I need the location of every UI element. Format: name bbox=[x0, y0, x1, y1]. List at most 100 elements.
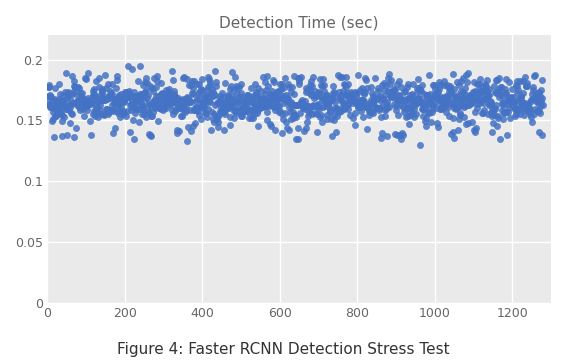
Point bbox=[270, 104, 279, 110]
Point bbox=[322, 116, 331, 122]
Point bbox=[303, 119, 312, 125]
Point bbox=[142, 87, 151, 93]
Point bbox=[62, 132, 71, 138]
Point bbox=[163, 88, 172, 94]
Point bbox=[95, 84, 104, 90]
Point bbox=[86, 99, 95, 104]
Point bbox=[363, 104, 372, 110]
Point bbox=[153, 101, 162, 107]
Point bbox=[518, 101, 528, 107]
Point bbox=[466, 92, 475, 98]
Point bbox=[386, 94, 395, 99]
Point bbox=[423, 95, 432, 101]
Point bbox=[88, 111, 97, 116]
Point bbox=[71, 125, 80, 131]
Point bbox=[471, 125, 481, 131]
Point bbox=[444, 114, 453, 119]
Point bbox=[351, 93, 361, 99]
Point bbox=[127, 104, 136, 110]
Point bbox=[196, 104, 205, 110]
Point bbox=[94, 110, 103, 115]
Point bbox=[89, 92, 98, 98]
Point bbox=[267, 123, 276, 129]
Point bbox=[527, 96, 536, 102]
Point bbox=[216, 108, 225, 114]
Point bbox=[436, 82, 445, 88]
Point bbox=[309, 103, 318, 109]
Point bbox=[511, 82, 520, 88]
Point bbox=[257, 97, 266, 103]
Point bbox=[533, 90, 542, 96]
Point bbox=[247, 99, 256, 104]
Point bbox=[112, 73, 121, 79]
Point bbox=[204, 107, 213, 112]
Point bbox=[321, 96, 331, 102]
Point bbox=[412, 85, 421, 91]
Point bbox=[505, 105, 514, 111]
Point bbox=[445, 97, 454, 103]
Point bbox=[362, 103, 371, 108]
Point bbox=[206, 127, 215, 133]
Point bbox=[226, 86, 235, 92]
Point bbox=[264, 99, 273, 105]
Point bbox=[192, 98, 201, 104]
Point bbox=[498, 107, 507, 112]
Point bbox=[92, 109, 101, 115]
Point bbox=[297, 99, 306, 104]
Point bbox=[493, 113, 502, 119]
Point bbox=[494, 115, 503, 121]
Point bbox=[142, 75, 151, 81]
Point bbox=[356, 108, 365, 114]
Point bbox=[299, 104, 308, 110]
Point bbox=[164, 91, 173, 97]
Point bbox=[411, 111, 421, 117]
Point bbox=[481, 81, 490, 87]
Point bbox=[513, 102, 522, 108]
Point bbox=[398, 104, 408, 110]
Point bbox=[359, 97, 368, 103]
Point bbox=[395, 78, 404, 84]
Point bbox=[506, 99, 515, 105]
Point bbox=[537, 98, 546, 104]
Point bbox=[392, 103, 401, 109]
Point bbox=[135, 91, 144, 97]
Point bbox=[96, 102, 105, 108]
Point bbox=[469, 127, 478, 133]
Point bbox=[464, 70, 473, 76]
Point bbox=[256, 101, 265, 107]
Point bbox=[134, 78, 143, 84]
Point bbox=[204, 84, 213, 90]
Point bbox=[366, 100, 375, 106]
Point bbox=[421, 104, 430, 110]
Point bbox=[442, 82, 451, 88]
Point bbox=[428, 82, 438, 88]
Point bbox=[460, 85, 469, 91]
Point bbox=[475, 100, 484, 106]
Point bbox=[427, 102, 436, 107]
Point bbox=[116, 114, 125, 120]
Point bbox=[269, 79, 278, 85]
Point bbox=[342, 93, 351, 99]
Point bbox=[121, 94, 130, 100]
Point bbox=[67, 111, 76, 117]
Point bbox=[197, 100, 206, 106]
Point bbox=[344, 102, 353, 107]
Point bbox=[169, 111, 178, 117]
Point bbox=[357, 85, 366, 91]
Point bbox=[352, 99, 361, 105]
Point bbox=[281, 75, 290, 81]
Point bbox=[409, 114, 418, 120]
Point bbox=[327, 132, 336, 138]
Point bbox=[187, 78, 196, 84]
Point bbox=[304, 113, 313, 119]
Point bbox=[335, 108, 344, 114]
Point bbox=[180, 99, 189, 105]
Point bbox=[218, 104, 228, 110]
Point bbox=[357, 103, 366, 109]
Point bbox=[55, 110, 65, 115]
Point bbox=[507, 94, 516, 100]
Point bbox=[192, 96, 201, 102]
Point bbox=[228, 69, 237, 75]
Point bbox=[212, 113, 221, 119]
Point bbox=[233, 99, 242, 104]
